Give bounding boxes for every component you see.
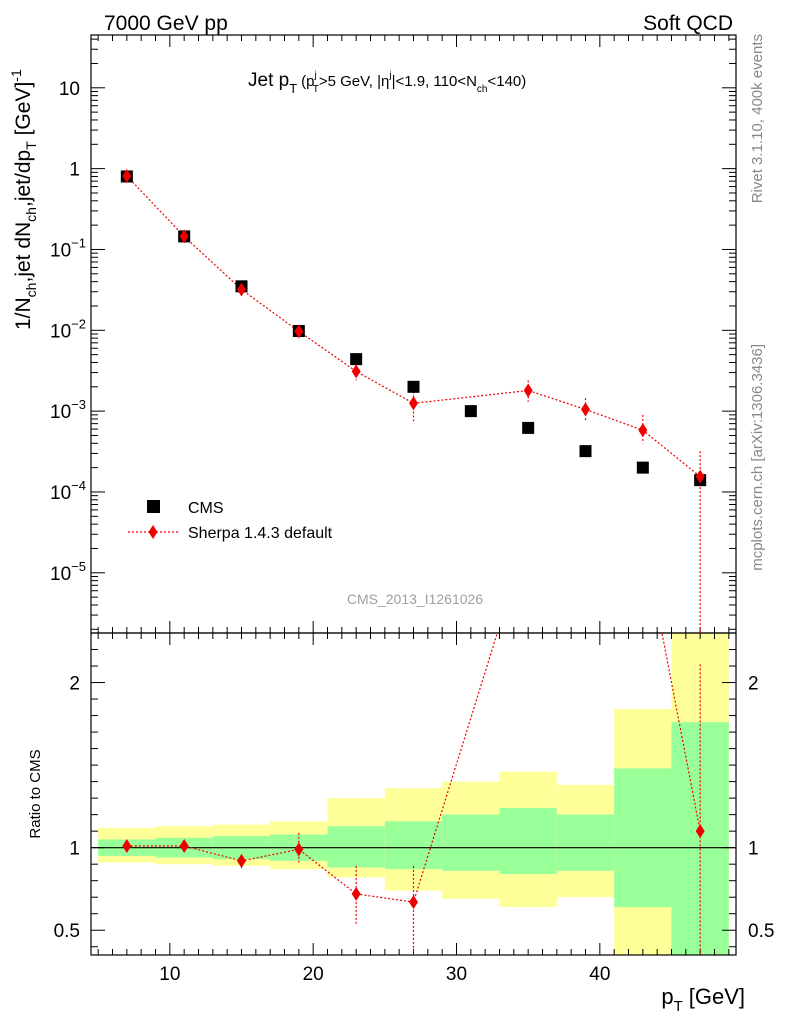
band-inner-7 <box>499 808 557 875</box>
mc-data-point <box>294 324 304 339</box>
x-axis-title: pT [GeV] <box>661 984 745 1015</box>
ratio-line <box>126 633 701 903</box>
ratio-y-tick-label-right: 0.5 <box>748 921 774 942</box>
cms-data-point <box>407 380 420 393</box>
band-inner-5 <box>384 821 443 870</box>
mcplots-label: mcplots.cern.ch [arXiv:1306.3436] <box>749 344 766 571</box>
main-panel-data <box>120 169 707 633</box>
x-tick-label: 20 <box>303 964 324 985</box>
ratio-y-tick-label: 0.5 <box>54 921 80 942</box>
ratio-y-tick-label-right: 1 <box>748 839 759 860</box>
y-tick-label: 10−1 <box>50 235 86 261</box>
y-tick-label: 10−3 <box>50 397 86 423</box>
rivet-label: Rivet 3.1.10, 400k events <box>749 34 766 203</box>
band-inner-6 <box>442 814 500 871</box>
ratio-data-point <box>122 839 132 854</box>
ratio-y-tick-label: 1 <box>69 839 80 860</box>
y-tick-label: 10−2 <box>50 316 86 342</box>
cms-data-point <box>350 353 363 366</box>
axis-ticks: 10 20 30 40 10 1 10−1 10−2 10−3 10−4 10−5 0.5 0.5 1 1 2… <box>50 35 774 985</box>
mc-data-point <box>523 383 533 398</box>
y-axis-title: 1/Nch,jet dNch,jet/dpT [GeV]-1 <box>8 69 39 330</box>
x-tick-label: 30 <box>446 964 467 985</box>
legend-label-sherpa: Sherpa 1.4.3 default <box>188 525 333 542</box>
ratio-y-tick-label-right: 2 <box>748 674 759 695</box>
plot-title: Jet pT (pj T>5 GeV, |ηj|<1.9, 110<Nch<140) <box>248 70 526 96</box>
process-label: Soft QCD <box>643 12 733 35</box>
analysis-watermark: CMS_2013_I1261026 <box>347 591 483 607</box>
ratio-panel-data <box>122 633 705 955</box>
band-inner-8 <box>556 814 615 871</box>
cms-data-point <box>579 445 592 458</box>
cms-data-point <box>636 461 649 474</box>
cms-data-point <box>464 405 477 418</box>
mc-data-point <box>237 282 246 297</box>
y-tick-label: 1 <box>69 160 80 181</box>
ratio-data-point <box>179 839 189 854</box>
y-tick-label: 10 <box>59 79 80 100</box>
mc-data-point <box>179 229 189 244</box>
x-tick-label: 10 <box>159 964 180 985</box>
energy-label: 7000 GeV pp <box>104 12 228 35</box>
ratio-data-point <box>409 895 418 910</box>
mc-data-point <box>581 402 590 417</box>
mc-data-point <box>695 469 705 484</box>
legend: CMS Sherpa 1.4.3 default <box>128 500 333 542</box>
legend-marker-cms <box>147 500 160 513</box>
cms-data-point <box>522 421 535 434</box>
ratio-data-point <box>351 886 361 901</box>
ratio-data-point <box>237 853 246 868</box>
y-tick-label: 10−5 <box>50 559 86 585</box>
x-tick-label: 40 <box>589 964 610 985</box>
legend-marker-sherpa <box>148 525 158 539</box>
mc-data-point <box>409 396 418 411</box>
mc-data-point <box>351 364 361 379</box>
mc-data-point <box>122 169 132 184</box>
ratio-y-tick-label: 2 <box>69 674 80 695</box>
ratio-data-point <box>695 824 705 839</box>
legend-label-cms: CMS <box>188 500 224 517</box>
band-inner-9 <box>614 768 672 908</box>
mc-line <box>126 175 701 478</box>
ratio-y-axis-title: Ratio to CMS <box>27 749 44 838</box>
band-inner-4 <box>327 826 385 868</box>
main-frame <box>90 34 737 634</box>
ratio-data-point <box>294 842 304 857</box>
mc-data-point <box>638 423 648 438</box>
y-tick-label: 10−4 <box>50 478 86 504</box>
